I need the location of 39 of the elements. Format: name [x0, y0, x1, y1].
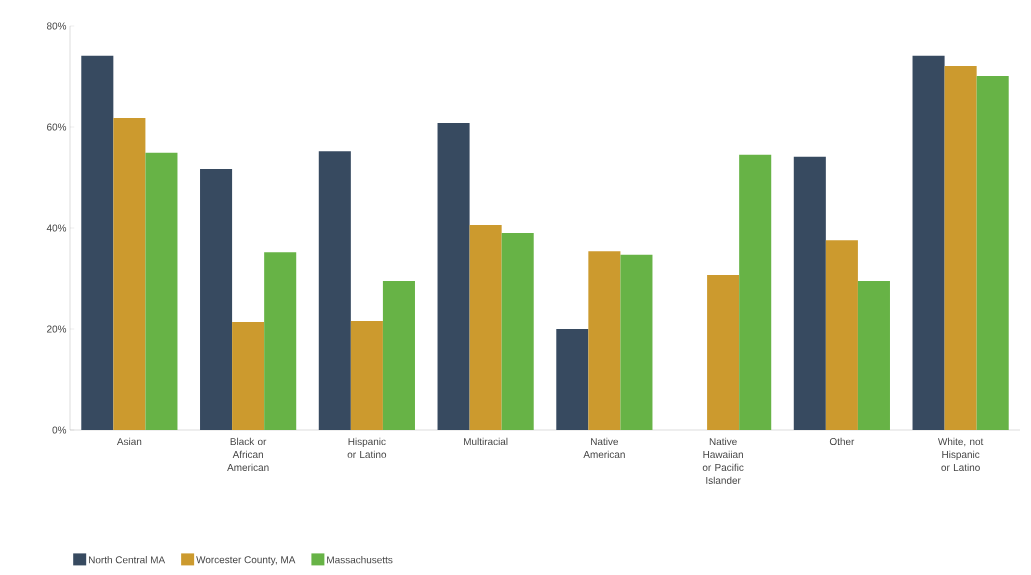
- bar: [437, 122, 470, 430]
- bar: [145, 152, 178, 430]
- x-tick-label: White, not Hispanic or Latino: [937, 437, 984, 471]
- x-tick-label: Hispanic or Latino: [347, 437, 387, 459]
- bar: [857, 281, 890, 430]
- bar: [113, 117, 146, 430]
- x-tick-label: Black or African American: [227, 437, 269, 471]
- x-tick-label: Native Hawaiian or Pacific Islander: [702, 437, 744, 484]
- bar: [200, 168, 233, 430]
- bar: [469, 224, 502, 430]
- legend-label: Massachusetts: [327, 556, 393, 564]
- bar: [556, 329, 589, 430]
- y-tick-label: 40%: [46, 224, 67, 232]
- bar: [825, 240, 858, 430]
- legend-label: Worcester County, MA: [196, 556, 296, 566]
- bar: [912, 55, 945, 430]
- y-tick-label: 60%: [47, 123, 67, 131]
- bar: [793, 156, 826, 430]
- bar: [976, 76, 1009, 430]
- bar: [264, 252, 297, 430]
- x-tick-label: Native American: [583, 437, 625, 459]
- y-tick-label: 80%: [46, 22, 67, 30]
- legend-label: North Central MA: [88, 556, 166, 564]
- bar: [944, 65, 977, 430]
- bar: [620, 254, 653, 430]
- bar: [707, 274, 740, 430]
- x-tick-label: Asian: [116, 437, 142, 446]
- bar: [232, 321, 265, 430]
- bar: [382, 281, 415, 430]
- x-tick-label: Multiracial: [464, 437, 508, 446]
- y-tick-label: 0%: [52, 426, 67, 434]
- bar: [81, 55, 114, 430]
- bar: [350, 320, 383, 430]
- bar: [739, 154, 772, 430]
- bar: [588, 251, 621, 430]
- y-tick-label: 20%: [47, 325, 67, 333]
- bar: [318, 151, 351, 430]
- bar: [501, 233, 534, 430]
- x-tick-label: Other: [829, 437, 855, 446]
